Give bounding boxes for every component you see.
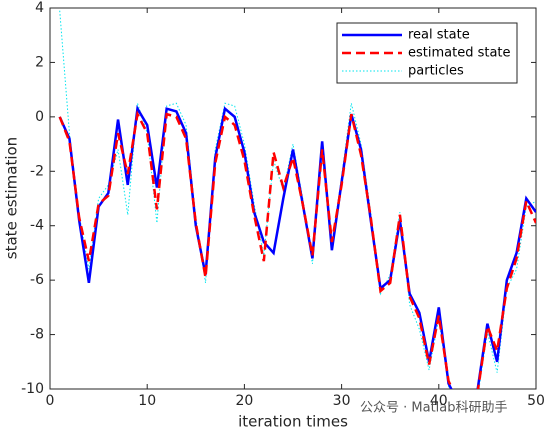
y-tick-label: -8 xyxy=(30,327,44,343)
y-tick-label: 4 xyxy=(35,0,44,16)
x-tick-label: 30 xyxy=(333,393,351,409)
y-tick-label: -6 xyxy=(30,272,44,288)
x-tick-label: 10 xyxy=(138,393,156,409)
x-tick-label: 40 xyxy=(430,393,448,409)
y-tick-label: 0 xyxy=(35,109,44,125)
y-tick-label: -2 xyxy=(30,163,44,179)
x-tick-label: 20 xyxy=(235,393,253,409)
y-tick-label: 2 xyxy=(35,54,44,70)
x-tick-label: 0 xyxy=(46,393,55,409)
x-axis-label: iteration times xyxy=(238,413,348,431)
x-tick-label: 50 xyxy=(527,393,545,409)
y-tick-label: -10 xyxy=(21,381,44,397)
legend-label: particles xyxy=(408,64,464,79)
watermark: 公众号 · Matlab科研助手 xyxy=(360,401,508,416)
y-tick-label: -4 xyxy=(30,218,44,234)
y-axis-label: state estimation xyxy=(3,137,21,259)
legend-label: real state xyxy=(408,28,470,43)
legend-box xyxy=(336,22,518,84)
series-line xyxy=(58,110,536,389)
legend: real state estimated state particles xyxy=(336,22,518,84)
legend-label: estimated state xyxy=(408,46,511,61)
plot-lines xyxy=(58,10,536,389)
